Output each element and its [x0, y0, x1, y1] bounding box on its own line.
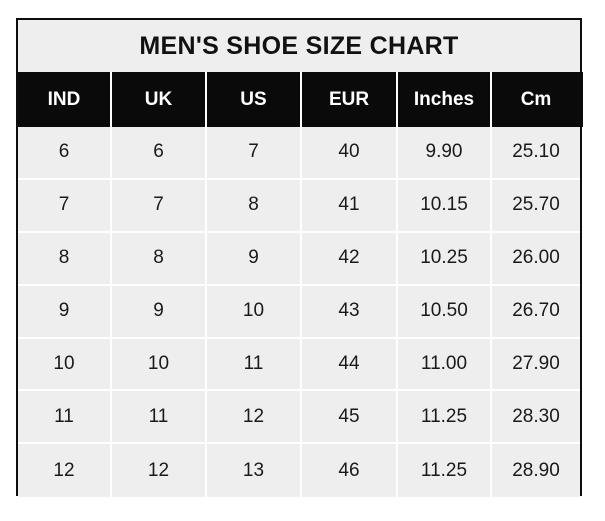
cell-ind: 12 — [18, 444, 112, 498]
table-row: 7 7 8 41 10.15 25.70 — [18, 179, 580, 233]
cell-uk: 8 — [112, 232, 207, 284]
table-row: 12 12 13 46 11.25 28.90 — [18, 444, 580, 498]
cell-cm: 25.10 — [512, 141, 560, 163]
cell-eur: 43 — [302, 285, 398, 337]
cell-eur: 45 — [302, 391, 398, 443]
cell-inches: 10.15 — [398, 179, 492, 231]
cell-uk: 7 — [112, 179, 207, 231]
cell-uk: 10 — [112, 338, 207, 390]
cell-us: 8 — [207, 179, 302, 231]
shoe-size-chart: MEN'S SHOE SIZE CHART IND UK US EUR Inch… — [16, 18, 583, 498]
cell-cm: 28.90 — [512, 459, 560, 481]
column-header-cm: Cm — [520, 88, 552, 110]
table-row: 9 9 10 43 10.50 26.70 — [18, 285, 580, 339]
cell-eur: 40 — [302, 127, 398, 178]
cell-us: 13 — [207, 444, 302, 498]
cell-eur: 46 — [302, 444, 398, 498]
table-row: 8 8 9 42 10.25 26.00 — [18, 232, 580, 286]
table-row: 6 6 7 40 9.90 25.10 — [18, 127, 580, 180]
chart-title-band: MEN'S SHOE SIZE CHART — [18, 20, 580, 72]
cell-ind: 7 — [18, 179, 112, 231]
table-row: 10 10 11 44 11.00 27.90 — [18, 338, 580, 392]
cell-us: 7 — [207, 127, 302, 178]
table-body: 6 6 7 40 9.90 25.10 7 7 8 41 10.15 25.70… — [18, 127, 580, 498]
cell-uk: 9 — [112, 285, 207, 337]
cell-uk: 6 — [112, 127, 207, 178]
cell-eur: 44 — [302, 338, 398, 390]
column-header-ind: IND — [18, 72, 112, 127]
cell-inches: 10.25 — [398, 232, 492, 284]
cell-cm: 28.30 — [512, 405, 560, 427]
cell-cm: 26.00 — [512, 247, 560, 269]
page-title: MEN'S SHOE SIZE CHART — [139, 31, 459, 60]
cell-inches: 11.25 — [398, 391, 492, 443]
cell-ind: 10 — [18, 338, 112, 390]
cell-uk: 11 — [112, 391, 207, 443]
cell-ind: 11 — [18, 391, 112, 443]
cell-ind: 8 — [18, 232, 112, 284]
cell-cm: 25.70 — [512, 194, 560, 216]
cell-cm: 27.90 — [512, 353, 560, 374]
column-header-inches: Inches — [398, 72, 492, 127]
column-header-uk: UK — [112, 72, 207, 127]
table-header-row: IND UK US EUR Inches Cm — [18, 72, 583, 127]
cell-eur: 42 — [302, 232, 398, 284]
cell-us: 10 — [207, 285, 302, 337]
cell-ind: 6 — [18, 127, 112, 178]
cell-inches: 9.90 — [398, 127, 492, 178]
cell-inches: 11.25 — [398, 444, 492, 498]
cell-ind: 9 — [18, 285, 112, 337]
cell-inches: 10.50 — [398, 285, 492, 337]
cell-uk: 12 — [112, 444, 207, 498]
cell-us: 11 — [207, 338, 302, 390]
cell-inches: 11.00 — [398, 338, 492, 390]
cell-eur: 41 — [302, 179, 398, 231]
column-header-eur: EUR — [302, 72, 398, 127]
cell-us: 12 — [207, 391, 302, 443]
cell-us: 9 — [207, 232, 302, 284]
table-row: 11 11 12 45 11.25 28.30 — [18, 391, 580, 445]
column-header-us: US — [207, 72, 302, 127]
cell-cm: 26.70 — [512, 300, 560, 322]
